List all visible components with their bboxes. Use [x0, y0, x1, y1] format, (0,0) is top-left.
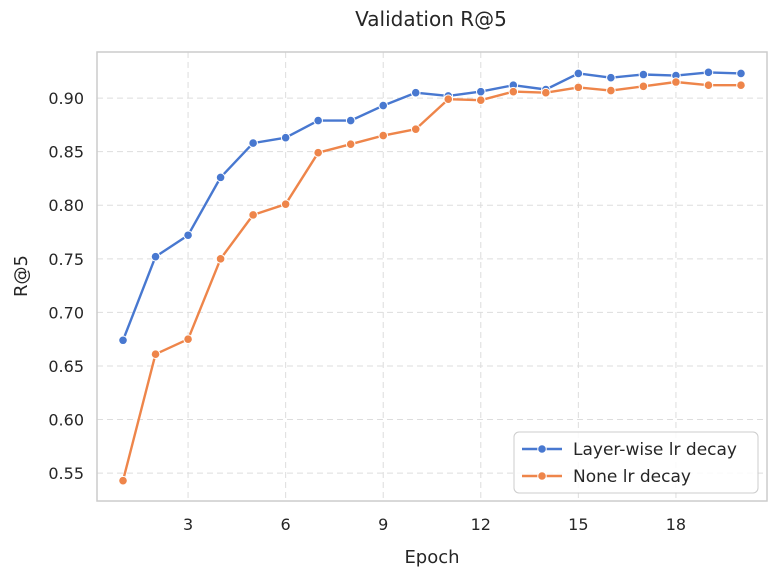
data-point-none — [703, 80, 714, 91]
data-point-layer-wise — [215, 172, 226, 183]
legend-marker-none — [537, 471, 547, 481]
data-point-none — [671, 77, 681, 87]
data-point-none — [183, 334, 193, 344]
data-point-none — [573, 82, 584, 93]
x-axis-label: Epoch — [404, 547, 459, 568]
x-tick-label: 6 — [281, 515, 291, 534]
data-point-none — [118, 475, 128, 486]
y-tick-label: 0.80 — [48, 196, 84, 215]
legend-box — [513, 431, 759, 494]
data-point-none — [606, 85, 616, 96]
data-point-none — [508, 86, 519, 97]
data-point-layer-wise — [638, 69, 649, 80]
data-point-layer-wise — [118, 335, 128, 346]
data-point-layer-wise — [410, 87, 421, 98]
legend: Layer-wise lr decay None lr decay — [513, 431, 759, 494]
data-point-layer-wise — [345, 115, 356, 126]
y-axis-ticks: 0.55 0.60 0.65 0.70 0.75 0.80 0.85 0.90 — [48, 89, 84, 483]
data-point-none — [215, 254, 226, 264]
series-line-layer-wise — [121, 71, 743, 342]
data-point-none — [443, 94, 454, 104]
data-point-none — [736, 80, 746, 91]
y-tick-label: 0.65 — [48, 357, 84, 376]
y-tick-label: 0.60 — [48, 411, 84, 430]
data-point-layer-wise — [150, 251, 161, 262]
data-point-layer-wise — [280, 132, 291, 143]
data-point-none — [280, 199, 291, 209]
grid-lines — [97, 52, 767, 501]
y-tick-label: 0.55 — [48, 464, 84, 483]
data-point-layer-wise — [248, 138, 258, 148]
data-point-none — [475, 95, 486, 106]
legend-label-none: None lr decay — [573, 467, 691, 487]
data-point-layer-wise — [573, 68, 584, 79]
y-axis-label: R@5 — [11, 255, 32, 297]
data-point-layer-wise — [475, 86, 486, 97]
series-line-none — [121, 80, 743, 482]
data-point-none — [378, 130, 389, 141]
x-tick-label: 3 — [183, 515, 193, 534]
chart-title: Validation R@5 — [355, 7, 507, 31]
y-tick-label: 0.90 — [48, 89, 84, 108]
data-point-none — [248, 210, 258, 220]
x-tick-label: 12 — [471, 515, 491, 534]
y-tick-label: 0.70 — [48, 303, 84, 322]
y-tick-label: 0.85 — [48, 143, 84, 162]
x-axis-ticks: 3 6 9 12 15 18 — [183, 515, 686, 534]
data-point-none — [313, 147, 323, 158]
x-tick-label: 18 — [666, 515, 686, 534]
data-point-layer-wise — [736, 68, 746, 79]
legend-label-layer-wise: Layer-wise lr decay — [573, 440, 737, 460]
x-tick-label: 15 — [568, 515, 588, 534]
data-point-none — [345, 139, 356, 149]
plot-frame — [96, 51, 768, 502]
data-point-layer-wise — [606, 72, 616, 83]
series-group — [118, 67, 746, 486]
legend-marker-layer-wise — [537, 444, 547, 454]
data-point-layer-wise — [183, 230, 193, 241]
data-point-layer-wise — [703, 67, 714, 78]
data-point-none — [410, 124, 421, 134]
data-point-none — [638, 81, 649, 92]
data-point-none — [150, 349, 161, 359]
x-tick-label: 9 — [378, 515, 388, 534]
data-point-layer-wise — [378, 100, 389, 111]
data-point-layer-wise — [313, 115, 323, 126]
y-tick-label: 0.75 — [48, 250, 84, 269]
data-point-none — [541, 87, 551, 98]
